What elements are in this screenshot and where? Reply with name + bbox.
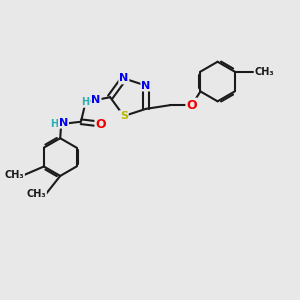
Text: CH₃: CH₃ [26,189,46,199]
Text: O: O [186,99,197,112]
Text: N: N [59,118,68,128]
Text: O: O [95,118,106,130]
Text: N: N [92,95,101,105]
Text: N: N [141,81,151,91]
Text: N: N [119,74,128,83]
Text: CH₃: CH₃ [254,67,274,76]
Text: H: H [50,119,58,129]
Text: S: S [120,111,128,121]
Text: CH₃: CH₃ [4,170,24,180]
Text: H: H [82,97,90,107]
